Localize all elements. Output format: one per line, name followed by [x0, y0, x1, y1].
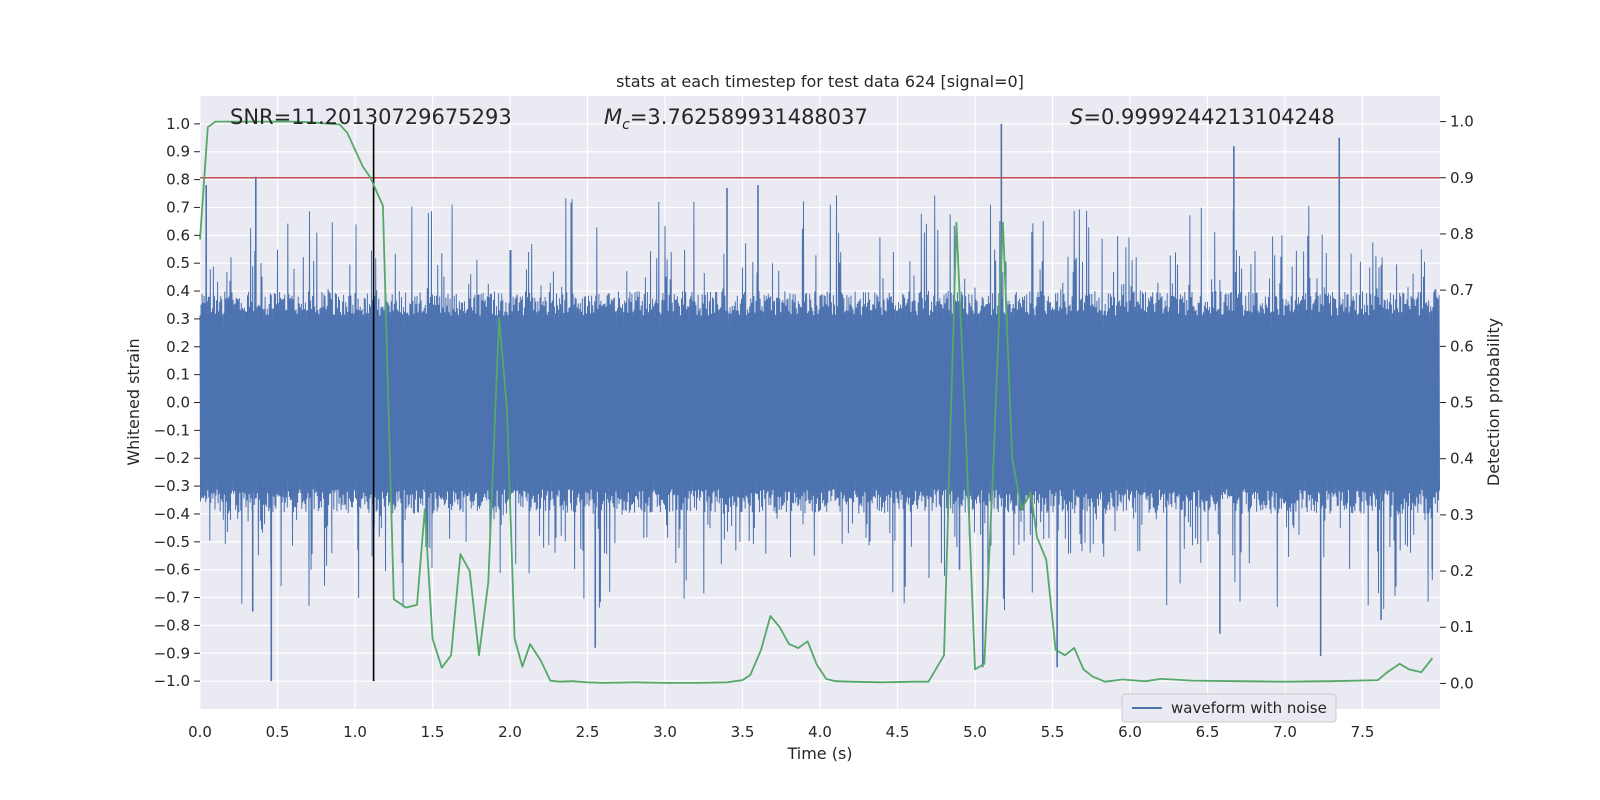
y-tick-label: −0.7 [154, 589, 190, 607]
y-tick-label: 0.1 [166, 366, 190, 384]
x-tick-label: 7.0 [1273, 723, 1297, 741]
x-tick-label: 5.0 [963, 723, 987, 741]
x-tick-label: 0.5 [266, 723, 290, 741]
y2-tick-label: 0.4 [1450, 450, 1474, 468]
y-tick-label: 0.9 [166, 143, 190, 161]
y2-tick-label: 0.5 [1450, 394, 1474, 412]
probability-series [199, 120, 1434, 684]
x-axis-ticks: 0.0 0.5 1.0 1.5 2.0 2.5 3.0 3.5 4.0 4.5 5.0 5.5 6.0 6… [188, 723, 1374, 741]
y-tick-label: 0.4 [166, 282, 190, 300]
y2-tick-label: 0.9 [1450, 169, 1474, 187]
y2-tick-label: 0.2 [1450, 562, 1474, 580]
y-tick-label: 0.2 [166, 338, 190, 356]
x-tick-label: 4.0 [808, 723, 832, 741]
y-tick-label: 0.7 [166, 198, 190, 216]
y2-tick-label: 0.1 [1450, 618, 1474, 636]
x-tick-label: 6.5 [1196, 723, 1220, 741]
probability-line [199, 120, 1434, 684]
x-tick-label: 5.5 [1041, 723, 1065, 741]
legend-label: waveform with noise [1171, 699, 1327, 717]
x-tick-label: 2.5 [576, 723, 600, 741]
y-axis-label: Whitened strain [124, 338, 143, 465]
y-tick-label: 1.0 [166, 115, 190, 133]
x-tick-label: 4.5 [886, 723, 910, 741]
x-tick-label: 7.5 [1351, 723, 1375, 741]
waveform-series [199, 123, 1440, 682]
snr-annotation: SNR=11.20130729675293 [230, 105, 512, 129]
waveform-line [199, 195, 1440, 611]
x-axis-label: Time (s) [786, 744, 852, 763]
x-tick-label: 3.5 [731, 723, 755, 741]
y-tick-label: −0.6 [154, 561, 190, 579]
y2-axis-label: Detection probability [1484, 318, 1503, 486]
y-tick-label: −0.2 [154, 449, 190, 467]
y2-tick-label: 0.8 [1450, 225, 1474, 243]
x-tick-label: 1.5 [421, 723, 445, 741]
y-tick-label: −0.1 [154, 421, 190, 439]
y-tick-label: 0.6 [166, 226, 190, 244]
y-tick-label: −0.8 [154, 616, 190, 634]
y-tick-label: −1.0 [154, 672, 190, 690]
y-tick-label: 0.8 [166, 171, 190, 189]
y-tick-label: −0.4 [154, 505, 190, 523]
x-tick-label: 2.0 [498, 723, 522, 741]
x-tick-label: 3.0 [653, 723, 677, 741]
y-axis-ticks: 1.0 0.9 0.8 0.7 0.6 0.5 0.4 0.3 0.2 0.1 0.0 −0.1 −0.… [154, 115, 200, 690]
x-tick-label: 6.0 [1118, 723, 1142, 741]
y-tick-label: 0.5 [166, 254, 190, 272]
x-tick-label: 0.0 [188, 723, 212, 741]
y2-tick-label: 0.3 [1450, 506, 1474, 524]
y2-tick-label: 1.0 [1450, 113, 1474, 131]
y-tick-label: −0.3 [154, 477, 190, 495]
chart-title: stats at each timestep for test data 624… [616, 72, 1024, 91]
x-tick-label: 1.0 [343, 723, 367, 741]
y2-tick-label: 0.6 [1450, 337, 1474, 355]
y2-axis-ticks: 1.0 0.9 0.8 0.7 0.6 0.5 0.4 0.3 0.2 0.1 0.0 [1440, 113, 1474, 692]
y-tick-label: −0.9 [154, 644, 190, 662]
s-annotation: S=0.9999244213104248 [1070, 105, 1335, 129]
mc-annotation: Mc=3.762589931488037 [604, 105, 868, 133]
y-tick-label: 0.3 [166, 310, 190, 328]
y-tick-label: −0.5 [154, 533, 190, 551]
legend-box [1121, 693, 1337, 723]
legend: waveform with noise [1121, 693, 1337, 723]
y2-tick-label: 0.0 [1450, 674, 1474, 692]
y2-tick-label: 0.7 [1450, 281, 1474, 299]
y-tick-label: 0.0 [166, 394, 190, 412]
